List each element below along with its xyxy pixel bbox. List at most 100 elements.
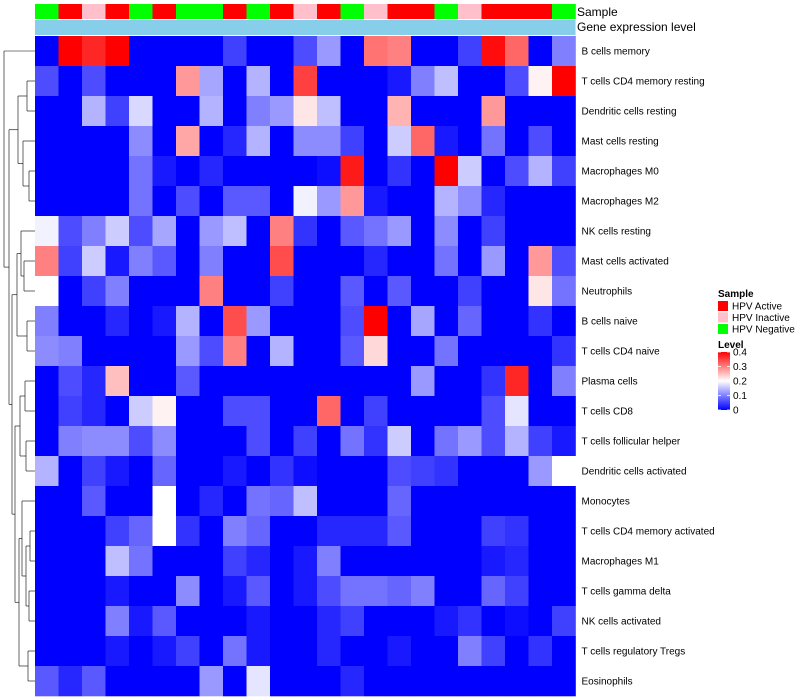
heatmap-cell: [129, 156, 153, 187]
heatmap-cell: [364, 666, 388, 697]
heatmap-cell: [223, 216, 247, 247]
heatmap-cell: [340, 516, 365, 547]
heatmap-cell: [434, 606, 459, 637]
heatmap-cell: [552, 486, 576, 517]
heatmap-cell: [364, 126, 388, 157]
heatmap-cell: [434, 546, 459, 577]
heatmap-cell: [58, 666, 83, 697]
level-tick-label: 0.1: [733, 391, 747, 402]
heatmap-cell: [58, 576, 83, 607]
heatmap-cell: [152, 576, 177, 607]
heatmap-cell: [481, 636, 506, 667]
heatmap-cell: [82, 306, 106, 337]
heatmap-cell: [82, 396, 106, 427]
heatmap-cell: [317, 66, 341, 97]
heatmap-cell: [82, 516, 106, 547]
heatmap-cell: [105, 606, 130, 637]
heatmap-cell: [411, 636, 435, 667]
heatmap-cell: [505, 156, 529, 187]
heatmap-cell: [129, 396, 153, 427]
heatmap-cell: [129, 306, 153, 337]
heatmap-cell: [458, 96, 482, 127]
heatmap-cell: [129, 216, 153, 247]
heatmap-cell: [481, 156, 506, 187]
sample-legend-swatch: [718, 312, 728, 323]
heatmap-cell: [458, 66, 482, 97]
sample-annotation-cell: [246, 4, 271, 19]
heatmap-cell: [552, 516, 576, 547]
heatmap-cell: [528, 126, 553, 157]
heatmap-cell: [411, 396, 435, 427]
heatmap-cell: [35, 96, 59, 127]
heatmap-cell: [317, 186, 341, 217]
heatmap-cell: [387, 426, 412, 457]
sample-annotation-bar: [35, 4, 576, 19]
heatmap-cell: [270, 546, 294, 577]
heatmap-cell: [270, 216, 294, 247]
heatmap-cell: [58, 546, 83, 577]
heatmap-cell: [58, 96, 83, 127]
row-label: Dendritic cells resting: [582, 107, 677, 118]
heatmap-cell: [317, 216, 341, 247]
heatmap-cell: [35, 666, 59, 697]
heatmap-cell: [82, 486, 106, 517]
heatmap-cell: [246, 216, 271, 247]
heatmap-cell: [82, 186, 106, 217]
heatmap-cell: [293, 366, 318, 397]
heatmap-cell: [246, 456, 271, 487]
heatmap-cell: [82, 246, 106, 277]
heatmap-cell: [199, 156, 224, 187]
heatmap-cell: [176, 456, 200, 487]
heatmap-cell: [317, 306, 341, 337]
heatmap-cell: [176, 396, 200, 427]
heatmap-cell: [340, 666, 365, 697]
sample-annotation-cell: [411, 4, 435, 19]
row-label: Mast cells activated: [582, 257, 669, 268]
heatmap-cell: [35, 276, 59, 307]
heatmap-cell: [481, 216, 506, 247]
expression-annotation-label: Gene expression level: [577, 20, 696, 34]
heatmap-cell: [82, 576, 106, 607]
heatmap-cell: [129, 36, 153, 67]
row-label: Macrophages M1: [582, 557, 660, 568]
heatmap-cell: [105, 246, 130, 277]
heatmap-cell: [129, 666, 153, 697]
row-label: T cells regulatory Tregs: [582, 647, 686, 658]
heatmap-cell: [176, 666, 200, 697]
heatmap-cell: [223, 426, 247, 457]
heatmap-cell: [505, 216, 529, 247]
heatmap-cell: [246, 636, 271, 667]
heatmap-cell: [552, 96, 576, 127]
heatmap-cell: [481, 186, 506, 217]
heatmap-cell: [105, 96, 130, 127]
heatmap-cell: [82, 36, 106, 67]
heatmap-cell: [35, 546, 59, 577]
heatmap-cell: [246, 306, 271, 337]
sample-annotation-cell: [505, 4, 529, 19]
heatmap-cell: [552, 246, 576, 277]
heatmap-cell: [340, 396, 365, 427]
heatmap-cell: [199, 576, 224, 607]
heatmap-cell: [340, 36, 365, 67]
heatmap-cell: [387, 246, 412, 277]
heatmap-cell: [552, 66, 576, 97]
heatmap-cell: [387, 36, 412, 67]
sample-annotation-label: Sample: [577, 5, 618, 19]
row-label: B cells naive: [582, 317, 639, 328]
heatmap-cell: [105, 546, 130, 577]
heatmap-cell: [58, 426, 83, 457]
heatmap-cell: [364, 216, 388, 247]
heatmap-cell: [293, 126, 318, 157]
heatmap-cell: [434, 516, 459, 547]
heatmap-cell: [458, 276, 482, 307]
heatmap-cell: [505, 606, 529, 637]
heatmap-cell: [434, 336, 459, 367]
heatmap-cell: [35, 156, 59, 187]
row-label: Dendritic cells activated: [582, 467, 687, 478]
heatmap-cell: [552, 576, 576, 607]
heatmap-cell: [199, 336, 224, 367]
heatmap-cell: [411, 336, 435, 367]
heatmap-cell: [246, 606, 271, 637]
heatmap-cell: [152, 666, 177, 697]
heatmap-cell: [129, 186, 153, 217]
